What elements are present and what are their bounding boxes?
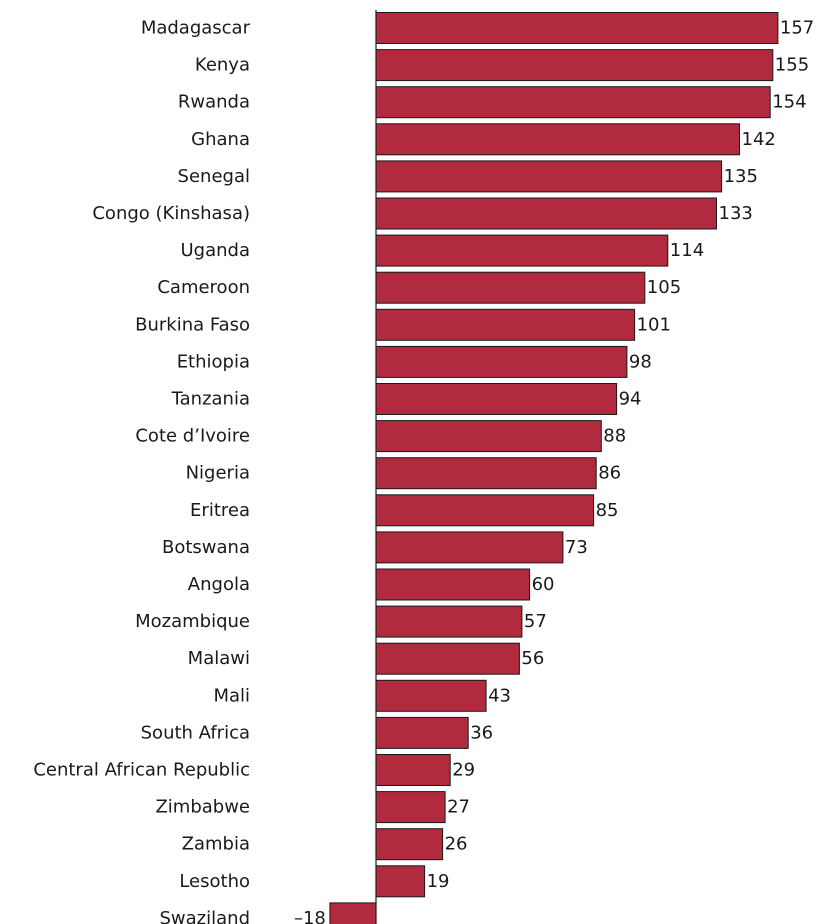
value-label: 88 bbox=[603, 426, 626, 447]
category-label: Swaziland bbox=[160, 908, 251, 924]
value-label: 56 bbox=[521, 648, 544, 669]
bar-uganda bbox=[375, 234, 669, 267]
bar-tanzania bbox=[375, 383, 618, 415]
category-label: Mali bbox=[213, 685, 250, 706]
value-label: 73 bbox=[565, 537, 588, 558]
bar-central-african-republic bbox=[375, 754, 451, 786]
value-label: 36 bbox=[470, 722, 493, 743]
category-label: Burkina Faso bbox=[135, 314, 250, 335]
category-label: Tanzania bbox=[171, 389, 250, 410]
bar-senegal bbox=[375, 160, 723, 193]
category-label: Eritrea bbox=[190, 500, 250, 521]
value-label: 105 bbox=[647, 277, 681, 298]
category-label: Malawi bbox=[188, 648, 250, 669]
value-label: 29 bbox=[452, 760, 475, 781]
category-label: Rwanda bbox=[178, 92, 250, 113]
value-label: 135 bbox=[724, 166, 758, 187]
category-label: Congo (Kinshasa) bbox=[92, 203, 250, 224]
category-label: Ghana bbox=[191, 129, 250, 150]
value-labels: 157 155 154 142 135 133 114 105 101 98 94 88 86 85 73 6… bbox=[294, 18, 814, 924]
value-label: 114 bbox=[670, 240, 704, 261]
bar-angola bbox=[375, 568, 531, 601]
category-labels: Madagascar Kenya Rwanda Ghana Senegal Congo (… bbox=[33, 18, 250, 924]
category-label: South Africa bbox=[141, 722, 250, 743]
category-label: Botswana bbox=[162, 537, 250, 558]
value-label: 157 bbox=[780, 18, 814, 39]
bar-ethiopia bbox=[375, 345, 628, 378]
value-label: 133 bbox=[719, 203, 753, 224]
category-label: Cote d’Ivoire bbox=[135, 426, 250, 447]
value-label: 43 bbox=[488, 685, 511, 706]
bar-zimbabwe bbox=[375, 791, 446, 824]
category-label: Angola bbox=[188, 574, 250, 595]
category-label: Madagascar bbox=[141, 18, 251, 39]
value-label: 85 bbox=[596, 500, 619, 521]
bars-group bbox=[329, 12, 779, 924]
value-label: 101 bbox=[637, 314, 671, 335]
value-label: 94 bbox=[619, 389, 642, 410]
bar-swaziland bbox=[329, 902, 377, 924]
value-label: 57 bbox=[524, 611, 547, 632]
category-label: Lesotho bbox=[179, 871, 250, 892]
bar-madagascar bbox=[375, 12, 779, 44]
bar-botswana bbox=[375, 531, 564, 564]
category-label: Zimbabwe bbox=[155, 797, 250, 818]
bar-south-africa bbox=[375, 716, 469, 749]
value-label: 142 bbox=[742, 129, 776, 150]
bar-burkina-faso bbox=[375, 308, 636, 341]
value-label: 26 bbox=[445, 834, 468, 855]
value-label: 27 bbox=[447, 797, 470, 818]
category-label: Kenya bbox=[195, 55, 250, 76]
category-label: Ethiopia bbox=[177, 351, 250, 372]
bar-lesotho bbox=[375, 865, 426, 898]
bar-cote-d-ivoire bbox=[375, 420, 602, 453]
bar-mozambique bbox=[375, 605, 523, 638]
bar-malawi bbox=[375, 642, 520, 675]
value-label: 154 bbox=[772, 92, 806, 113]
category-label: Senegal bbox=[178, 166, 250, 187]
category-label: Mozambique bbox=[135, 611, 250, 632]
bar-kenya bbox=[375, 49, 774, 82]
bar-congo-kinshasa- bbox=[375, 197, 717, 230]
category-label: Uganda bbox=[181, 240, 251, 261]
bar-eritrea bbox=[375, 494, 595, 527]
value-label: –18 bbox=[294, 908, 326, 924]
category-label: Central African Republic bbox=[33, 760, 250, 781]
bar-ghana bbox=[375, 123, 740, 156]
bar-nigeria bbox=[375, 457, 597, 490]
value-label: 155 bbox=[775, 55, 809, 76]
bar-rwanda bbox=[375, 86, 771, 119]
value-label: 86 bbox=[598, 463, 621, 484]
value-label: 60 bbox=[532, 574, 555, 595]
category-label: Nigeria bbox=[186, 463, 250, 484]
bar-zambia bbox=[375, 828, 444, 861]
bar-cameroon bbox=[375, 271, 646, 304]
bar-mali bbox=[375, 679, 487, 712]
value-label: 19 bbox=[427, 871, 450, 892]
value-label: 98 bbox=[629, 351, 652, 372]
category-label: Zambia bbox=[182, 834, 250, 855]
category-label: Cameroon bbox=[157, 277, 250, 298]
